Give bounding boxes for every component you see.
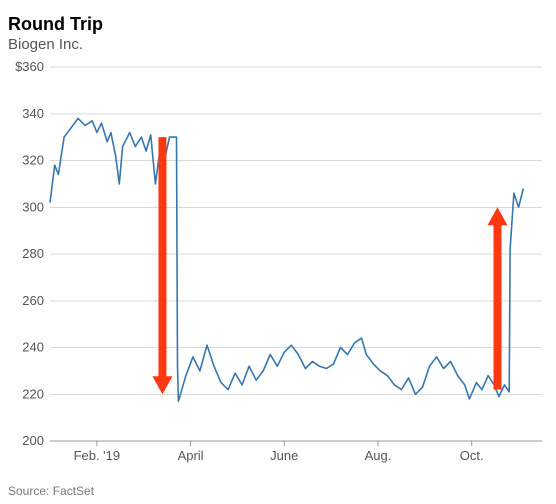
chart-title: Round Trip (8, 14, 548, 35)
y-axis-label: 260 (22, 293, 44, 308)
y-axis-label: 200 (22, 433, 44, 448)
x-axis-label: Oct. (460, 448, 484, 463)
y-axis-label: 300 (22, 199, 44, 214)
chart-container: Round Trip Biogen Inc. 200 220 240 260 280 30… (0, 0, 556, 504)
y-axis-label: $360 (15, 61, 44, 74)
x-axis-label: April (178, 448, 204, 463)
y-axis-label: 240 (22, 340, 44, 355)
arrow-up-icon (487, 207, 507, 389)
chart-source: Source: FactSet (8, 484, 94, 498)
x-axis-label: Feb. '19 (74, 448, 121, 463)
y-axis-label: 340 (22, 106, 44, 121)
chart-subtitle: Biogen Inc. (8, 36, 548, 53)
y-axis-label: 220 (22, 386, 44, 401)
x-axis-label: Aug. (365, 448, 392, 463)
arrow-down-icon (152, 137, 172, 394)
x-axis-label: June (270, 448, 298, 463)
y-axis-label: 280 (22, 246, 44, 261)
y-axis-label: 320 (22, 153, 44, 168)
plot-area: 200 220 240 260 280 300 320 340 $360 Feb. '19 Apri… (8, 61, 548, 469)
line-chart: 200 220 240 260 280 300 320 340 $360 Feb. '19 Apri… (8, 61, 548, 469)
